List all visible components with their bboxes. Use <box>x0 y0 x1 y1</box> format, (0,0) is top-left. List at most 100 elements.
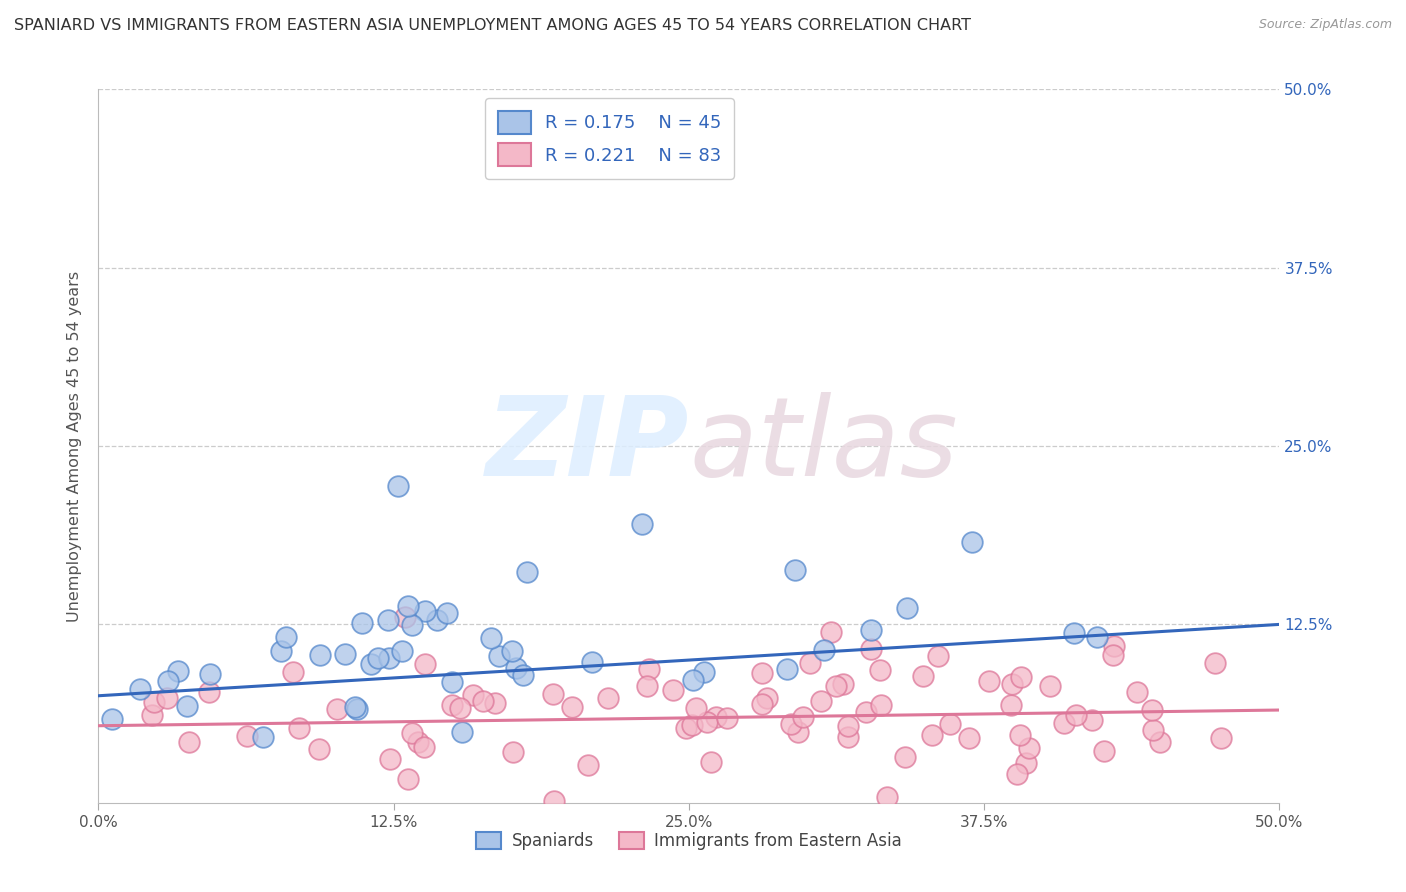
Point <box>505 661 527 675</box>
Point <box>142 695 165 709</box>
Text: atlas: atlas <box>689 392 957 500</box>
Point <box>576 758 599 772</box>
Point <box>855 705 877 719</box>
Point <box>129 682 152 697</box>
Point <box>1039 679 1062 693</box>
Point <box>581 656 603 670</box>
Point <box>1053 715 1076 730</box>
Point <box>288 722 311 736</box>
Legend: Spaniards, Immigrants from Eastern Asia: Spaniards, Immigrants from Eastern Asia <box>468 824 910 859</box>
Point <box>1142 723 1164 737</box>
Point <box>274 630 297 644</box>
Point <box>957 731 980 746</box>
Point <box>1102 639 1125 653</box>
Point <box>440 698 463 712</box>
Point <box>281 665 304 680</box>
Text: ZIP: ZIP <box>485 392 689 500</box>
Point <box>792 710 814 724</box>
Point <box>155 690 177 705</box>
Point <box>799 657 821 671</box>
Point <box>638 662 661 676</box>
Point <box>502 745 524 759</box>
Point <box>785 563 807 577</box>
Point <box>346 702 368 716</box>
Point <box>661 682 683 697</box>
Point <box>876 790 898 805</box>
Point <box>396 772 419 786</box>
Point <box>636 679 658 693</box>
Text: Source: ZipAtlas.com: Source: ZipAtlas.com <box>1258 18 1392 31</box>
Point <box>706 709 728 723</box>
Point <box>426 613 449 627</box>
Point <box>1085 630 1108 644</box>
Point <box>413 739 436 754</box>
Point <box>716 711 738 725</box>
Point <box>176 698 198 713</box>
Point <box>167 664 190 678</box>
Point <box>1142 703 1164 717</box>
Point <box>860 623 883 637</box>
Point <box>436 606 458 620</box>
Point <box>675 721 697 735</box>
Point <box>352 616 374 631</box>
Point <box>751 698 773 712</box>
Point <box>837 719 859 733</box>
Point <box>1008 728 1031 742</box>
Point <box>869 663 891 677</box>
Y-axis label: Unemployment Among Ages 45 to 54 years: Unemployment Among Ages 45 to 54 years <box>67 270 83 622</box>
Point <box>308 742 330 756</box>
Point <box>786 724 808 739</box>
Point <box>977 674 1000 689</box>
Point <box>377 613 399 627</box>
Point <box>157 673 180 688</box>
Point <box>1064 708 1087 723</box>
Point <box>1204 657 1226 671</box>
Point <box>401 617 423 632</box>
Point <box>751 665 773 680</box>
Point <box>630 517 652 532</box>
Point <box>824 679 846 693</box>
Point <box>501 644 523 658</box>
Point <box>463 689 485 703</box>
Point <box>1018 740 1040 755</box>
Point <box>693 665 716 679</box>
Point <box>1209 731 1232 745</box>
Point <box>200 666 222 681</box>
Point <box>561 699 583 714</box>
Point <box>488 648 510 663</box>
Point <box>837 730 859 744</box>
Point <box>1010 670 1032 684</box>
Point <box>449 700 471 714</box>
Point <box>471 694 494 708</box>
Point <box>543 794 565 808</box>
Point <box>699 755 721 769</box>
Point <box>413 604 436 618</box>
Point <box>396 599 419 613</box>
Point <box>387 479 409 493</box>
Point <box>270 644 292 658</box>
Point <box>408 735 430 749</box>
Point <box>810 694 832 708</box>
Point <box>681 718 703 732</box>
Point <box>333 647 356 661</box>
Point <box>962 534 984 549</box>
Point <box>401 725 423 739</box>
Point <box>252 730 274 744</box>
Point <box>893 750 915 764</box>
Point <box>367 650 389 665</box>
Point <box>780 717 803 731</box>
Point <box>696 715 718 730</box>
Point <box>1081 713 1104 727</box>
Point <box>235 729 257 743</box>
Point <box>391 644 413 658</box>
Point <box>896 601 918 615</box>
Point <box>1094 744 1116 758</box>
Point <box>1000 698 1022 713</box>
Point <box>1015 756 1038 770</box>
Point <box>1126 685 1149 699</box>
Point <box>394 610 416 624</box>
Point <box>870 698 893 712</box>
Point <box>1063 626 1085 640</box>
Point <box>1001 677 1024 691</box>
Point <box>682 673 704 687</box>
